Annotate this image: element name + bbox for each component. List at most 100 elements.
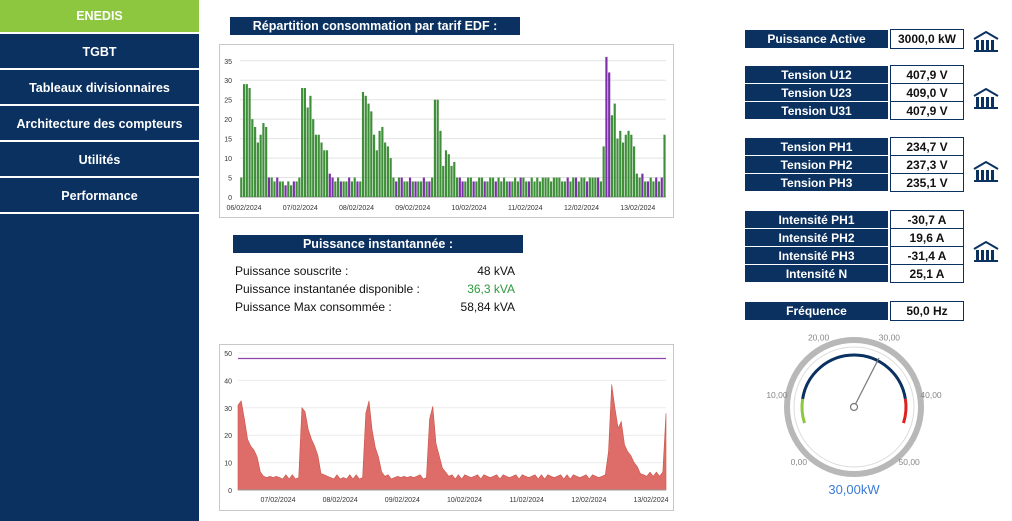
puissance-active-label: Puissance Active <box>745 30 888 48</box>
disponible-label: Puissance instantanée disponible : <box>235 282 420 296</box>
power-xtick-label: 13/02/2024 <box>633 497 668 504</box>
tarif-bar <box>605 56 608 197</box>
tarif-bar <box>433 99 437 197</box>
tarif-bar <box>533 181 536 197</box>
power-ytick-label: 10 <box>224 461 232 468</box>
tarif-bar <box>314 134 318 197</box>
sidebar-item-enedis[interactable]: ENEDIS <box>0 0 199 34</box>
tarif-ytick-label: 10 <box>224 156 232 163</box>
tarif-bar <box>420 181 423 197</box>
intensite-ph2-value: 19,6 A <box>890 228 964 247</box>
tension-ph3-label: Tension PH3 <box>745 174 888 191</box>
tarif-ytick-label: 0 <box>228 195 232 202</box>
tarif-bar <box>660 177 663 197</box>
tarif-bar <box>251 119 254 197</box>
souscrite-value: 48 kVA <box>477 264 515 278</box>
tarif-xtick-label: 08/02/2024 <box>339 205 374 212</box>
building-icon[interactable] <box>973 87 999 109</box>
tarif-bar <box>361 91 365 197</box>
tarif-bar <box>657 181 661 197</box>
tarif-xtick-label: 10/02/2024 <box>452 205 487 212</box>
tarif-bar <box>406 181 409 197</box>
tarif-bar <box>422 177 425 197</box>
gauge-readout: 30,00kW <box>828 482 880 497</box>
tarif-bar <box>356 181 359 197</box>
tarif-bar <box>536 177 539 197</box>
souscrite-label: Puissance souscrite : <box>235 264 349 278</box>
tarif-bar <box>364 95 367 197</box>
tarif-bar <box>580 177 583 197</box>
power-xtick-label: 11/02/2024 <box>509 497 544 504</box>
tarif-bar <box>538 181 542 197</box>
gauge-green-zone <box>800 398 806 424</box>
sidebar-item-performance[interactable]: Performance <box>0 180 199 214</box>
power-ytick-label: 30 <box>224 406 232 413</box>
tarif-bar <box>414 181 417 197</box>
tarif-bar <box>334 181 337 197</box>
tarif-bar <box>292 181 295 197</box>
tarif-bar <box>613 103 616 197</box>
tarif-bar <box>641 173 644 197</box>
gauge-tick-label: 10,00 <box>766 390 788 400</box>
tarif-bar <box>425 181 428 197</box>
tarif-bar <box>508 181 511 197</box>
puissance-active-value: 3000,0 kW <box>890 29 964 49</box>
tarif-bar <box>597 177 600 197</box>
tarif-bar <box>265 126 268 197</box>
tarif-bar <box>469 177 472 197</box>
building-icon[interactable] <box>973 160 999 182</box>
tarif-bar <box>284 185 287 197</box>
tarif-bar <box>566 177 569 197</box>
power-ytick-label: 0 <box>228 488 232 495</box>
tension-u12-value: 407,9 V <box>890 65 964 84</box>
gauge-blue-zone <box>801 353 907 400</box>
tarif-ytick-label: 15 <box>224 137 232 144</box>
tarif-bar <box>331 177 334 197</box>
tarif-bar <box>541 177 544 197</box>
tarif-bar <box>273 181 276 197</box>
tarif-bar <box>663 134 666 197</box>
tarif-bar <box>544 177 547 197</box>
gauge-tick-label: 50,00 <box>899 457 921 467</box>
tension-u23-value: 409,0 V <box>890 83 964 102</box>
tarif-bar <box>511 181 514 197</box>
gauge-tick-label: 0,00 <box>791 457 808 467</box>
tarif-bar <box>259 134 262 197</box>
tarif-bar <box>630 134 633 197</box>
tension-u31-label: Tension U31 <box>745 102 888 119</box>
tarif-bar <box>502 177 506 197</box>
intensite-ph3-label: Intensité PH3 <box>745 247 888 264</box>
tarif-bar <box>475 181 478 197</box>
tarif-bar <box>248 88 251 197</box>
tension-ph2-label: Tension PH2 <box>745 156 888 173</box>
building-icon[interactable] <box>973 30 999 52</box>
tarif-bar <box>599 181 602 197</box>
tarif-bar <box>408 177 412 197</box>
tarif-xtick-label: 09/02/2024 <box>395 205 430 212</box>
sidebar-item-architecture-compteurs[interactable]: Architecture des compteurs <box>0 108 199 142</box>
tarif-bar <box>359 181 362 197</box>
building-icon[interactable] <box>973 240 999 262</box>
sidebar-item-tgbt[interactable]: TGBT <box>0 36 199 70</box>
tarif-bar <box>328 173 331 197</box>
tarif-bar <box>655 177 658 197</box>
power-area <box>237 384 667 491</box>
tarif-bar <box>486 181 489 197</box>
tension-ph2-value: 237,3 V <box>890 155 964 174</box>
tarif-bar <box>375 150 378 197</box>
power-ytick-label: 40 <box>224 378 232 385</box>
sidebar-item-utilites[interactable]: Utilités <box>0 144 199 178</box>
tarif-chart-title: Répartition consommation par tarif EDF : <box>230 17 520 35</box>
tarif-bar <box>447 154 450 197</box>
tarif-bar <box>480 177 484 197</box>
tarif-bar <box>267 177 271 197</box>
sidebar-item-tableaux-divisionnaires[interactable]: Tableaux divisionnaires <box>0 72 199 106</box>
tarif-bar <box>245 84 248 197</box>
tarif-bar <box>342 181 345 197</box>
tarif-bar <box>309 95 312 197</box>
gauge-red-zone <box>902 398 908 424</box>
tarif-bar <box>516 181 519 197</box>
max-consommee-label: Puissance Max consommée : <box>235 300 392 314</box>
tarif-bar <box>301 88 304 197</box>
disponible-value: 36,3 kVA <box>467 282 515 296</box>
